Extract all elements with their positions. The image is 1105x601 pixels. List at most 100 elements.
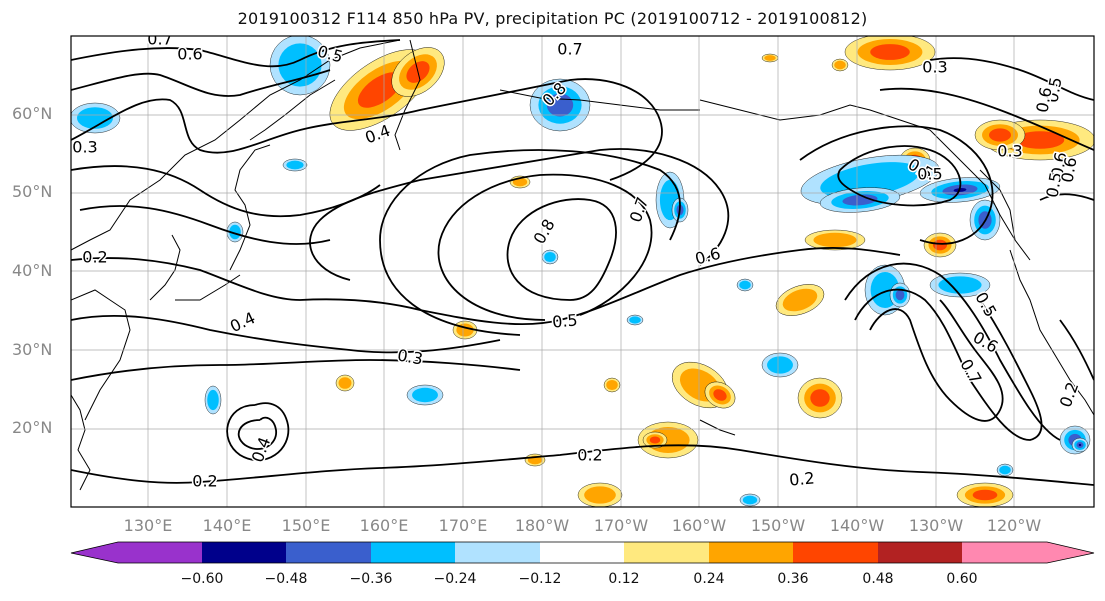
map-frame bbox=[70, 35, 1095, 508]
coastline bbox=[699, 419, 736, 436]
pv-contour-line bbox=[309, 148, 730, 281]
lon-label-140e: 140°E bbox=[202, 516, 252, 535]
pv-contour-line bbox=[837, 145, 962, 207]
colorbar-tick-neg048: −0.48 bbox=[264, 571, 308, 587]
colorbar-segment bbox=[962, 542, 1047, 563]
contour-label: 0.2 bbox=[788, 468, 815, 489]
coastline bbox=[71, 289, 131, 421]
negative-precip-area bbox=[286, 160, 304, 170]
colorbar-segment bbox=[371, 542, 455, 563]
negative-precip-area bbox=[895, 289, 905, 301]
lon-label-170w: 170°W bbox=[593, 516, 649, 535]
contour-label: 0.5 bbox=[917, 165, 942, 184]
colorbar-tick-060: 0.60 bbox=[946, 571, 978, 587]
colorbar-tick-048: 0.48 bbox=[862, 571, 894, 587]
lat-label-30n: 30°N bbox=[12, 340, 53, 359]
positive-precip-area bbox=[764, 55, 776, 61]
lon-label-150e: 150°E bbox=[281, 516, 331, 535]
pv-contour-line bbox=[929, 57, 1094, 101]
negative-precip-area bbox=[820, 162, 920, 198]
positive-precip-area bbox=[606, 379, 618, 391]
lat-label-60n: 60°N bbox=[12, 104, 53, 123]
lon-label-130w: 130°W bbox=[908, 516, 964, 535]
contour-label: 0.2 bbox=[192, 472, 217, 491]
positive-precip-area bbox=[584, 486, 616, 504]
pv-contour-line bbox=[237, 416, 277, 450]
pv-contour-line bbox=[226, 402, 290, 461]
colorbar-tick-neg012: −0.12 bbox=[518, 571, 562, 587]
negative-precip-area bbox=[207, 389, 219, 411]
colorbar-segments bbox=[71, 542, 1094, 563]
colorbar-segment bbox=[624, 542, 709, 563]
lat-label-40n: 40°N bbox=[12, 261, 53, 280]
colorbar-outline bbox=[70, 541, 1095, 564]
pv-contour-line bbox=[844, 262, 1061, 441]
colorbar-tick-neg024: −0.24 bbox=[433, 571, 477, 587]
contour-label: 0.6 bbox=[177, 45, 202, 64]
colorbar-segment bbox=[286, 542, 371, 563]
pv-contour-line bbox=[854, 288, 1043, 441]
colorbar-tick-036: 0.36 bbox=[777, 571, 809, 587]
negative-precip-area bbox=[739, 280, 751, 290]
pv-contour-line bbox=[71, 69, 331, 97]
pv-contour-line bbox=[1059, 319, 1094, 381]
negative-precip-area bbox=[544, 251, 556, 263]
colorbar-tick-neg060: −0.60 bbox=[180, 571, 224, 587]
colorbar-tick-012: 0.12 bbox=[608, 571, 640, 587]
colorbar-segment bbox=[709, 542, 793, 563]
pv-contour-line bbox=[869, 299, 1004, 422]
pv-contour-line bbox=[71, 39, 401, 68]
colorbar-tick-neg036: −0.36 bbox=[349, 571, 393, 587]
positive-precip-area bbox=[810, 389, 830, 407]
lon-label-180w: 180°W bbox=[514, 516, 570, 535]
negative-precip-area bbox=[999, 465, 1011, 475]
pv-contours bbox=[71, 39, 1094, 486]
coastline bbox=[699, 99, 1031, 261]
lon-label-160e: 160°E bbox=[359, 516, 409, 535]
lon-label-170e: 170°E bbox=[438, 516, 488, 535]
negative-precip-area bbox=[842, 194, 878, 206]
positive-precip-area bbox=[782, 288, 818, 312]
negative-precip-area bbox=[77, 107, 113, 129]
pv-contour-line bbox=[1039, 193, 1094, 201]
precipitation-fills bbox=[71, 36, 1094, 507]
pv-contour-line bbox=[71, 359, 521, 381]
negative-precip-area bbox=[742, 495, 758, 505]
contour-label: 0.2 bbox=[82, 248, 107, 267]
negative-precip-area bbox=[1078, 443, 1082, 447]
coastline bbox=[1009, 249, 1094, 416]
coastline bbox=[229, 144, 271, 271]
positive-precip-area bbox=[932, 239, 948, 251]
colorbar-segment bbox=[540, 542, 624, 563]
lat-label-20n: 20°N bbox=[12, 418, 53, 437]
figure-title: 2019100312 F114 850 hPa PV, precipitatio… bbox=[237, 9, 868, 28]
contour-label: 0.3 bbox=[922, 58, 947, 77]
negative-precip-area bbox=[629, 316, 641, 324]
pv-contour-line bbox=[879, 87, 1094, 151]
lon-label-160w: 160°W bbox=[671, 516, 727, 535]
contour-label: 0.6 bbox=[1032, 86, 1055, 114]
positive-precip-area bbox=[1015, 131, 1065, 149]
negative-precip-area bbox=[229, 224, 241, 240]
contour-label: 0.7 bbox=[147, 30, 172, 49]
lat-label-50n: 50°N bbox=[12, 182, 53, 201]
negative-precip-area bbox=[938, 276, 982, 294]
contour-label: 0.5 bbox=[551, 310, 578, 331]
coastline bbox=[499, 89, 700, 111]
colorbar-extend-high bbox=[1047, 542, 1094, 563]
positive-precip-area bbox=[834, 60, 846, 70]
graticule bbox=[71, 36, 1094, 507]
contour-label: 0.7 bbox=[557, 40, 582, 59]
positive-precip-area bbox=[813, 232, 857, 248]
positive-precip-area bbox=[972, 489, 998, 501]
colorbar-segment bbox=[793, 542, 878, 563]
colorbar-tick-024: 0.24 bbox=[693, 571, 725, 587]
coastline bbox=[175, 274, 241, 301]
lon-label-150w: 150°W bbox=[750, 516, 806, 535]
pv-contour-line bbox=[71, 78, 663, 181]
lon-label-130e: 130°E bbox=[123, 516, 173, 535]
positive-precip-area bbox=[649, 436, 661, 444]
positive-precip-area bbox=[870, 44, 910, 60]
